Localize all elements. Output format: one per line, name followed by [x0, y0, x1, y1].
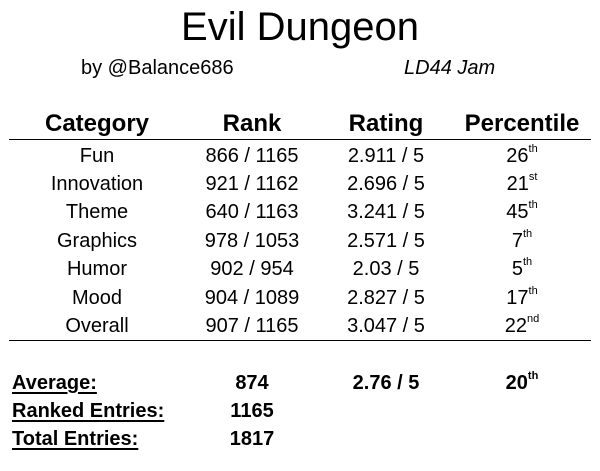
- table-row: Theme 640 / 1163 3.241 / 5 45th: [0, 198, 600, 226]
- footer-divider: [9, 340, 591, 341]
- category-cell: Humor: [66, 258, 127, 280]
- rank-cell: 904 / 1089: [204, 287, 300, 309]
- rank-cell: 921 / 1162: [205, 173, 299, 195]
- ranked-entries-value: 1165: [230, 400, 274, 422]
- author-credit: by @Balance686: [81, 57, 234, 79]
- category-cell: Overall: [65, 315, 129, 337]
- total-entries-label: Total Entries:: [12, 428, 139, 450]
- percentile-value: 22: [504, 315, 527, 337]
- table-row: Fun 866 / 1165 2.911 / 5 26th: [0, 142, 600, 170]
- percentile-cell: 5th: [422, 255, 600, 283]
- game-title: Evil Dungeon: [181, 5, 419, 49]
- header-rank: Rank: [222, 110, 282, 137]
- average-rating: 2.76 / 5: [352, 372, 420, 394]
- ordinal-suffix: th: [528, 143, 538, 156]
- jam-name: LD44 Jam: [404, 57, 496, 79]
- ordinal-suffix: th: [527, 370, 539, 383]
- percentile-cell: 22nd: [422, 312, 600, 340]
- rating-cell: 2.911 / 5: [347, 145, 425, 167]
- ordinal-suffix: th: [528, 199, 538, 212]
- percentile-cell: 26th: [422, 142, 600, 170]
- ordinal-suffix: th: [528, 285, 538, 298]
- ordinal-suffix: th: [522, 228, 533, 241]
- percentile-value: 20: [505, 372, 528, 394]
- rating-cell: 2.03 / 5: [352, 258, 420, 280]
- category-cell: Theme: [65, 201, 129, 223]
- percentile-cell: 17th: [422, 284, 600, 312]
- rank-cell: 907 / 1165: [205, 315, 299, 337]
- table-row: Humor 902 / 954 2.03 / 5 5th: [0, 255, 600, 283]
- rating-cell: 3.047 / 5: [347, 315, 425, 337]
- rating-cell: 3.241 / 5: [347, 201, 425, 223]
- total-entries-value: 1817: [229, 428, 275, 450]
- average-label: Average:: [12, 372, 97, 394]
- rank-cell: 902 / 954: [210, 258, 294, 280]
- ordinal-suffix: th: [522, 256, 533, 269]
- rank-cell: 978 / 1053: [204, 230, 300, 252]
- percentile-cell: 7th: [422, 227, 600, 255]
- percentile-cell: 45th: [422, 198, 600, 226]
- table-row: Graphics 978 / 1053 2.571 / 5 7th: [0, 227, 600, 255]
- category-cell: Mood: [71, 287, 123, 309]
- category-cell: Innovation: [50, 173, 144, 195]
- category-cell: Graphics: [56, 230, 138, 252]
- average-percentile: 20th: [462, 370, 582, 396]
- category-cell: Fun: [79, 145, 115, 167]
- percentile-value: 21: [506, 173, 529, 195]
- header-divider: [9, 139, 591, 140]
- table-row: Innovation 921 / 1162 2.696 / 5 21st: [0, 170, 600, 198]
- percentile-value: 7: [511, 230, 523, 252]
- percentile-value: 26: [506, 145, 529, 167]
- header-category: Category: [44, 110, 150, 137]
- percentile-value: 17: [506, 287, 529, 309]
- ranked-entries-label: Ranked Entries:: [12, 400, 165, 422]
- average-rank: 874: [235, 372, 269, 394]
- rank-cell: 640 / 1163: [205, 201, 299, 223]
- rating-cell: 2.571 / 5: [347, 230, 425, 252]
- header-rating: Rating: [348, 110, 424, 137]
- table-row: Mood 904 / 1089 2.827 / 5 17th: [0, 284, 600, 312]
- rank-cell: 866 / 1165: [205, 145, 299, 167]
- percentile-cell: 21st: [422, 170, 600, 198]
- rating-cell: 2.696 / 5: [347, 173, 425, 195]
- percentile-value: 5: [511, 258, 523, 280]
- percentile-value: 45: [506, 201, 529, 223]
- ordinal-suffix: st: [528, 171, 538, 184]
- header-percentile: Percentile: [464, 110, 580, 137]
- table-row: Overall 907 / 1165 3.047 / 5 22nd: [0, 312, 600, 340]
- ordinal-suffix: nd: [527, 313, 540, 326]
- rating-cell: 2.827 / 5: [347, 287, 425, 309]
